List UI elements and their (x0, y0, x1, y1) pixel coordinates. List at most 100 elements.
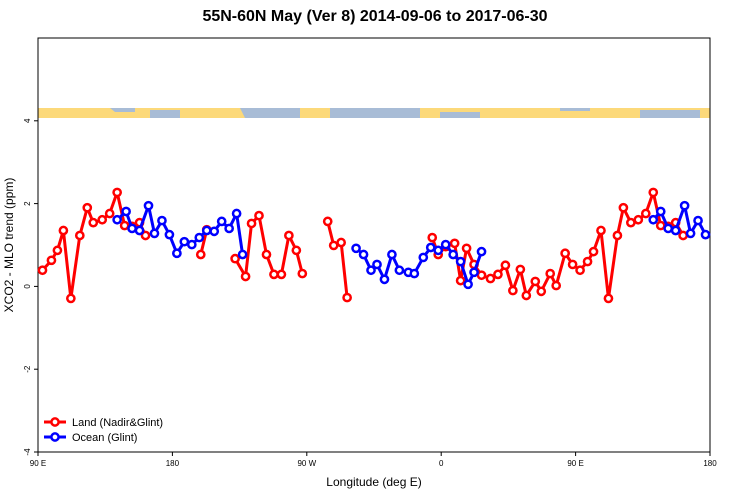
x-tick-label: 90 W (297, 459, 316, 468)
data-point (143, 200, 154, 211)
data-point (427, 232, 438, 243)
data-point (433, 245, 444, 256)
data-point (476, 270, 487, 281)
data-point (626, 217, 636, 228)
data-point (493, 269, 503, 280)
data-point (74, 230, 85, 241)
data-point (366, 265, 376, 276)
data-point (655, 206, 666, 217)
legend-label: Land (Nadir&Glint) (72, 417, 163, 429)
data-point (545, 268, 556, 279)
data-point (216, 216, 227, 227)
data-point (46, 255, 57, 266)
data-point (394, 265, 405, 276)
data-point (291, 245, 302, 256)
x-axis-label: Longitude (deg E) (326, 475, 421, 489)
data-point (261, 249, 272, 260)
data-point (194, 232, 205, 243)
data-point (351, 243, 361, 254)
data-point (693, 215, 703, 226)
data-point (476, 246, 487, 257)
data-point (358, 249, 369, 260)
data-point (588, 246, 599, 257)
data-point (575, 265, 585, 276)
x-tick-label: 90 E (567, 459, 583, 468)
data-point (449, 238, 460, 249)
data-point (463, 279, 473, 290)
data-point (560, 248, 570, 259)
data-point (66, 293, 76, 304)
data-point (342, 292, 352, 303)
data-point (240, 271, 251, 282)
data-point (119, 220, 130, 231)
data-point (455, 275, 466, 286)
data-point (678, 230, 688, 241)
y-tick-label: -4 (23, 448, 32, 456)
data-point (379, 274, 390, 285)
data-point (508, 285, 518, 296)
data-point (640, 208, 651, 219)
data-point (112, 187, 122, 198)
data-point (157, 215, 167, 226)
chart-title: 55N-60N May (Ver 8) 2014-09-06 to 2017-0… (202, 8, 547, 25)
data-point (648, 214, 659, 225)
data-point (469, 267, 479, 278)
legend-marker (50, 417, 60, 427)
data-point (164, 229, 175, 240)
data-point (425, 242, 436, 253)
legend-marker (50, 432, 60, 442)
data-point (37, 265, 48, 276)
data-point (179, 236, 190, 247)
data-point (149, 228, 160, 239)
data-point (121, 206, 131, 217)
data-point (224, 223, 234, 234)
data-point (700, 229, 711, 240)
y-tick-label: -2 (23, 365, 32, 373)
data-point (322, 216, 333, 227)
data-point (567, 259, 578, 270)
data-point (82, 202, 93, 213)
y-axis-label: XCO2 - MLO trend (ppm) (2, 178, 16, 313)
data-point (663, 223, 674, 234)
x-tick-label: 90 E (30, 459, 46, 468)
data-point (448, 249, 458, 260)
data-point (596, 225, 606, 236)
data-point (633, 214, 644, 225)
data-point (246, 218, 257, 229)
data-point (500, 260, 511, 271)
data-point (254, 210, 264, 221)
data-point (134, 225, 145, 236)
y-tick-label: 4 (23, 118, 32, 123)
map-strip (38, 108, 710, 118)
data-point (551, 280, 562, 291)
data-point (455, 256, 466, 267)
data-point (140, 230, 151, 241)
data-point (237, 249, 248, 260)
legend-label: Ocean (Glint) (72, 432, 137, 444)
data-point (172, 248, 182, 259)
data-point (58, 225, 69, 236)
data-point (231, 208, 242, 219)
data-point (648, 187, 659, 198)
data-point (209, 226, 220, 237)
data-point (670, 225, 681, 236)
x-tick-label: 180 (703, 459, 717, 468)
data-point (618, 202, 629, 213)
data-point (276, 269, 287, 280)
data-point (97, 214, 108, 225)
data-point (269, 269, 279, 280)
plot-frame (37, 37, 711, 453)
data-point (582, 256, 593, 267)
y-tick-label: 2 (23, 201, 32, 206)
data-point (685, 228, 696, 239)
data-point (336, 237, 346, 248)
data-point (112, 214, 122, 225)
data-point (485, 273, 496, 284)
x-tick-label: 180 (166, 459, 180, 468)
data-point (127, 223, 137, 234)
data-point (440, 239, 451, 250)
data-point (387, 249, 397, 260)
data-point (195, 249, 206, 260)
data-point (679, 200, 690, 211)
data-point (655, 220, 666, 231)
